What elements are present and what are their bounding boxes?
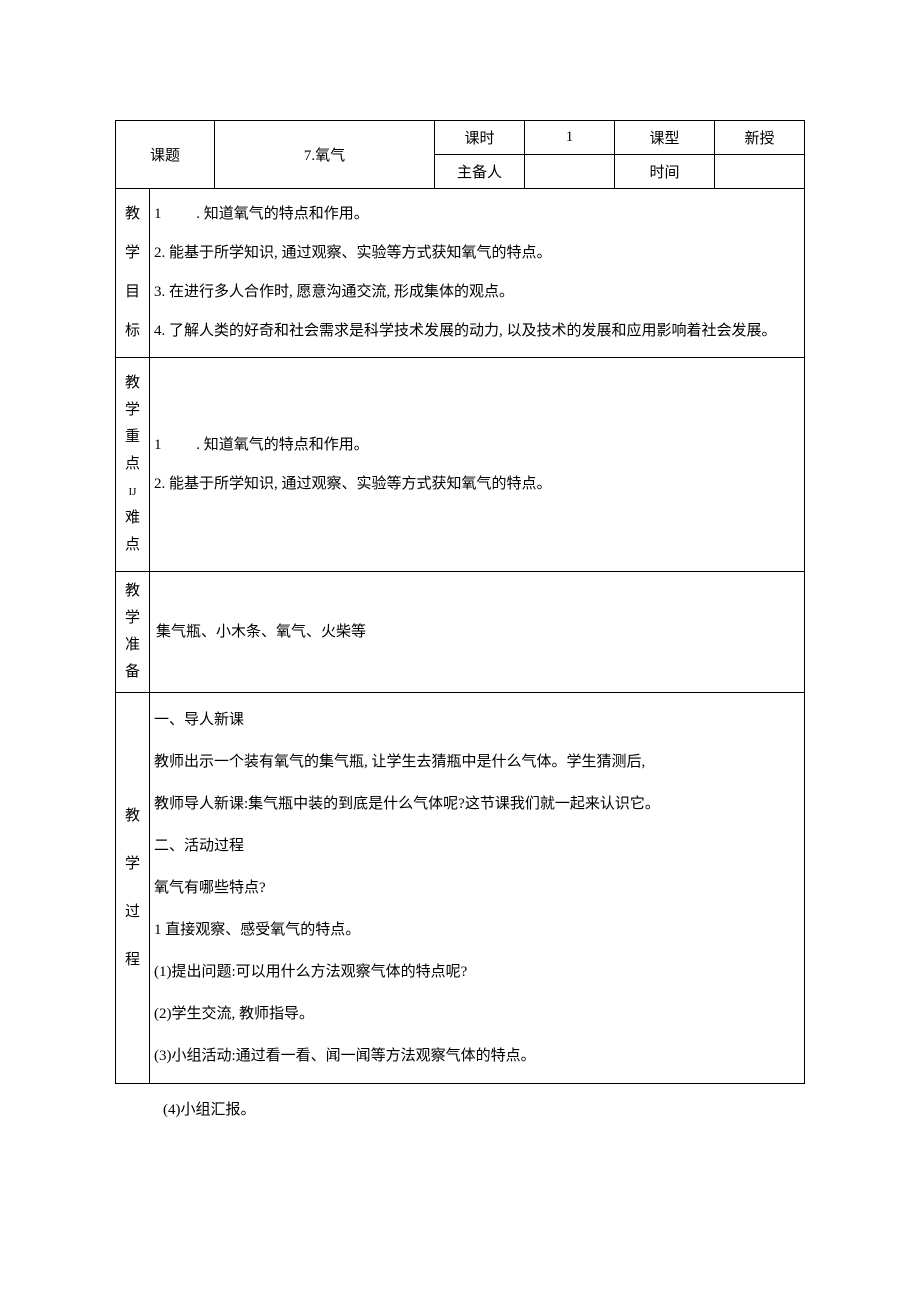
period-label: 课时 [464,131,494,147]
lesson-plan-table: 课题 7.氧气 课时 1 课型 新授 主备人 时间 [115,120,805,1084]
proc-p6: 1 直接观察、感受氧气的特点。 [154,909,800,951]
objectives-label-cell: 教 学 目 标 [116,189,150,358]
process-content: 一、导人新课 教师出示一个装有氧气的集气瓶, 让学生去猜瓶中是什么气体。学生猜测… [150,693,805,1084]
topic-label-cell: 课题 [116,121,215,189]
lesson-title: 7.氧气 [304,148,345,164]
objectives-label-1: 教 [125,206,140,222]
proc-p5: 氧气有哪些特点? [154,867,800,909]
prep-label-3: 准 [125,637,140,653]
kp-label-2: 学 [125,402,140,418]
keypoints-content: 1 . 知道氧气的特点和作用。 2. 能基于所学知识, 通过观察、实验等方式获知… [150,358,805,572]
footer-line: (4)小组汇报。 [115,1084,805,1119]
kp-label-6: 点 [125,537,140,553]
objectives-label-3: 目 [125,284,140,300]
topic-label: 课题 [150,148,180,164]
footer-text: (4)小组汇报。 [163,1102,256,1118]
proc-p8: (2)学生交流, 教师指导。 [154,993,800,1035]
proc-label-1: 教 [125,808,140,824]
kp-label-1: 教 [125,375,140,391]
proc-p4: 二、活动过程 [154,825,800,867]
obj-1-text: . 知道氧气的特点和作用。 [196,206,369,222]
kp-1-num: 1 [154,426,170,465]
proc-p3: 教师导人新课:集气瓶中装的到底是什么气体呢?这节课我们就一起来认识它。 [154,783,800,825]
class-type-value: 新授 [744,131,774,147]
obj-2: 2. 能基于所学知识, 通过观察、实验等方式获知氧气的特点。 [154,234,800,273]
obj-4: 4. 了解人类的好奇和社会需求是科学技术发展的动力, 以及技术的发展和应用影响着… [154,312,800,351]
preparer-value-cell [525,155,615,189]
prep-label-2: 学 [125,610,140,626]
class-type-label: 课型 [649,131,679,147]
period-value-cell: 1 [525,121,615,155]
obj-3: 3. 在进行多人合作时, 愿意沟通交流, 形成集体的观点。 [154,273,800,312]
proc-p9: (3)小组活动:通过看一看、闻一闻等方法观察气体的特点。 [154,1035,800,1077]
objectives-label-2: 学 [125,245,140,261]
prep-label-1: 教 [125,583,140,599]
objectives-label-4: 标 [125,323,140,339]
kp-label-5: 难 [125,510,140,526]
time-label-cell: 时间 [615,155,715,189]
proc-p1: 一、导人新课 [154,699,800,741]
preparer-label-cell: 主备人 [435,155,525,189]
kp-2: 2. 能基于所学知识, 通过观察、实验等方式获知氧气的特点。 [154,465,800,504]
period-label-cell: 课时 [435,121,525,155]
time-label: 时间 [649,165,679,181]
lesson-title-cell: 7.氧气 [215,121,435,189]
preparation-content: 集气瓶、小木条、氧气、火柴等 [150,572,805,693]
proc-label-2: 学 [125,856,140,872]
preparation-label-cell: 教 学 准 备 [116,572,150,693]
proc-p7: (1)提出问题:可以用什么方法观察气体的特点呢? [154,951,800,993]
class-type-value-cell: 新授 [715,121,805,155]
class-type-label-cell: 课型 [615,121,715,155]
time-value-cell [715,155,805,189]
obj-1-num: 1 [154,195,170,234]
preparation-text: 集气瓶、小木条、氧气、火柴等 [156,624,366,640]
kp-1-text: . 知道氧气的特点和作用。 [196,437,369,453]
process-label-cell: 教 学 过 程 [116,693,150,1084]
kp-label-alt: IJ [129,486,137,498]
preparer-label: 主备人 [457,165,502,181]
keypoints-label-cell: 教 学 重 点 IJ 难 点 [116,358,150,572]
kp-label-3: 重 [125,429,140,445]
proc-label-4: 程 [125,952,140,968]
proc-label-3: 过 [125,904,140,920]
prep-label-4: 备 [125,664,140,680]
objectives-content: 1 . 知道氧气的特点和作用。 2. 能基于所学知识, 通过观察、实验等方式获知… [150,189,805,358]
kp-label-4: 点 [125,456,140,472]
period-value: 1 [566,129,574,145]
proc-p2: 教师出示一个装有氧气的集气瓶, 让学生去猜瓶中是什么气体。学生猜测后, [154,741,800,783]
